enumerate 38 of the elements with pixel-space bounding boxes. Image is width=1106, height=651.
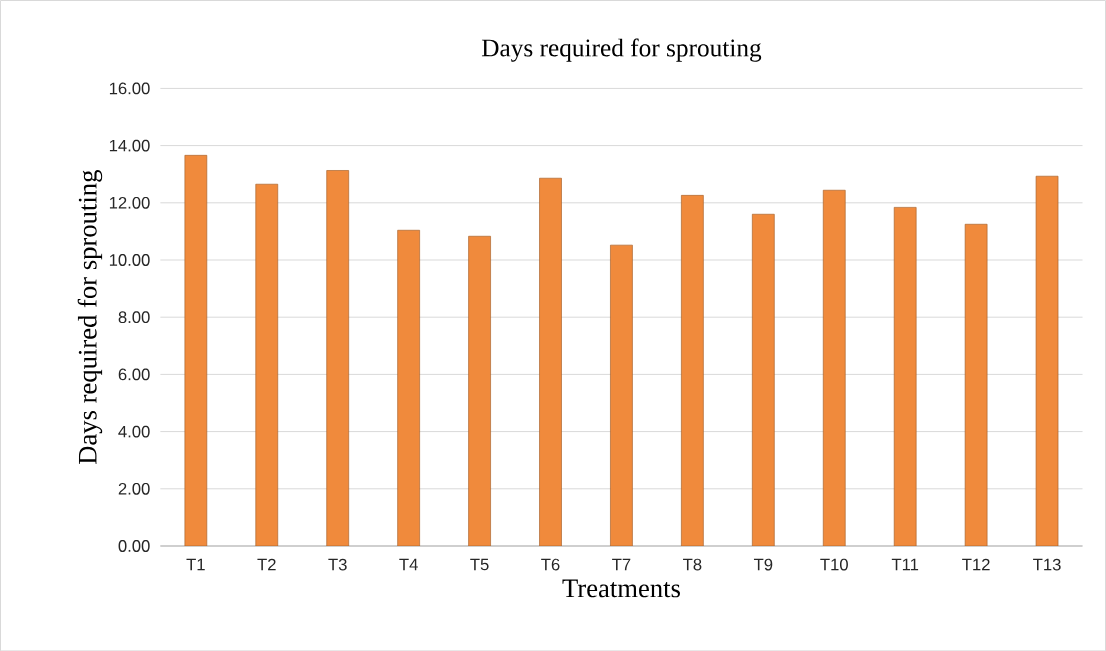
bar bbox=[184, 154, 208, 546]
x-axis-title: Treatments bbox=[562, 579, 680, 598]
y-tick-label: 2.00 bbox=[118, 482, 150, 495]
x-tick-label: T11 bbox=[891, 558, 919, 570]
y-tick-label: 10.00 bbox=[109, 253, 150, 266]
x-tick-label: T9 bbox=[753, 558, 773, 571]
x-tick-label: T6 bbox=[541, 558, 560, 571]
bar bbox=[255, 183, 279, 546]
x-tick-label: T3 bbox=[328, 558, 347, 571]
x-tick-label: T12 bbox=[962, 558, 990, 571]
bar bbox=[964, 223, 988, 546]
y-tick-label: 6.00 bbox=[118, 368, 150, 381]
x-tick-label: T1 bbox=[186, 558, 205, 570]
bar bbox=[681, 194, 704, 546]
x-tick-label: T13 bbox=[1033, 558, 1061, 571]
y-tick-label: 12.00 bbox=[109, 196, 150, 209]
y-tick-label: 8.00 bbox=[118, 311, 150, 323]
y-tick-label: 0.00 bbox=[118, 539, 150, 552]
x-tick-label: T10 bbox=[820, 558, 848, 571]
x-tick-label: T4 bbox=[399, 558, 418, 570]
x-tick-label: T8 bbox=[683, 558, 702, 571]
bar bbox=[1035, 175, 1059, 546]
bar bbox=[326, 169, 350, 546]
bar bbox=[397, 229, 420, 546]
y-tick-label: 14.00 bbox=[109, 139, 150, 152]
bar bbox=[751, 213, 775, 546]
y-axis-title: Days required for sprouting bbox=[77, 169, 103, 464]
y-tick-label: 4.00 bbox=[118, 425, 150, 438]
x-tick-label: T7 bbox=[612, 558, 631, 570]
bar bbox=[610, 244, 633, 546]
y-tick-label: 16.00 bbox=[109, 82, 150, 95]
chart-title: Days required for sprouting bbox=[481, 38, 762, 62]
x-tick-label: T2 bbox=[257, 558, 276, 571]
bar bbox=[468, 235, 491, 546]
bar bbox=[822, 189, 846, 546]
bar bbox=[539, 177, 562, 546]
bar bbox=[893, 206, 917, 546]
x-tick-label: T5 bbox=[470, 558, 489, 571]
